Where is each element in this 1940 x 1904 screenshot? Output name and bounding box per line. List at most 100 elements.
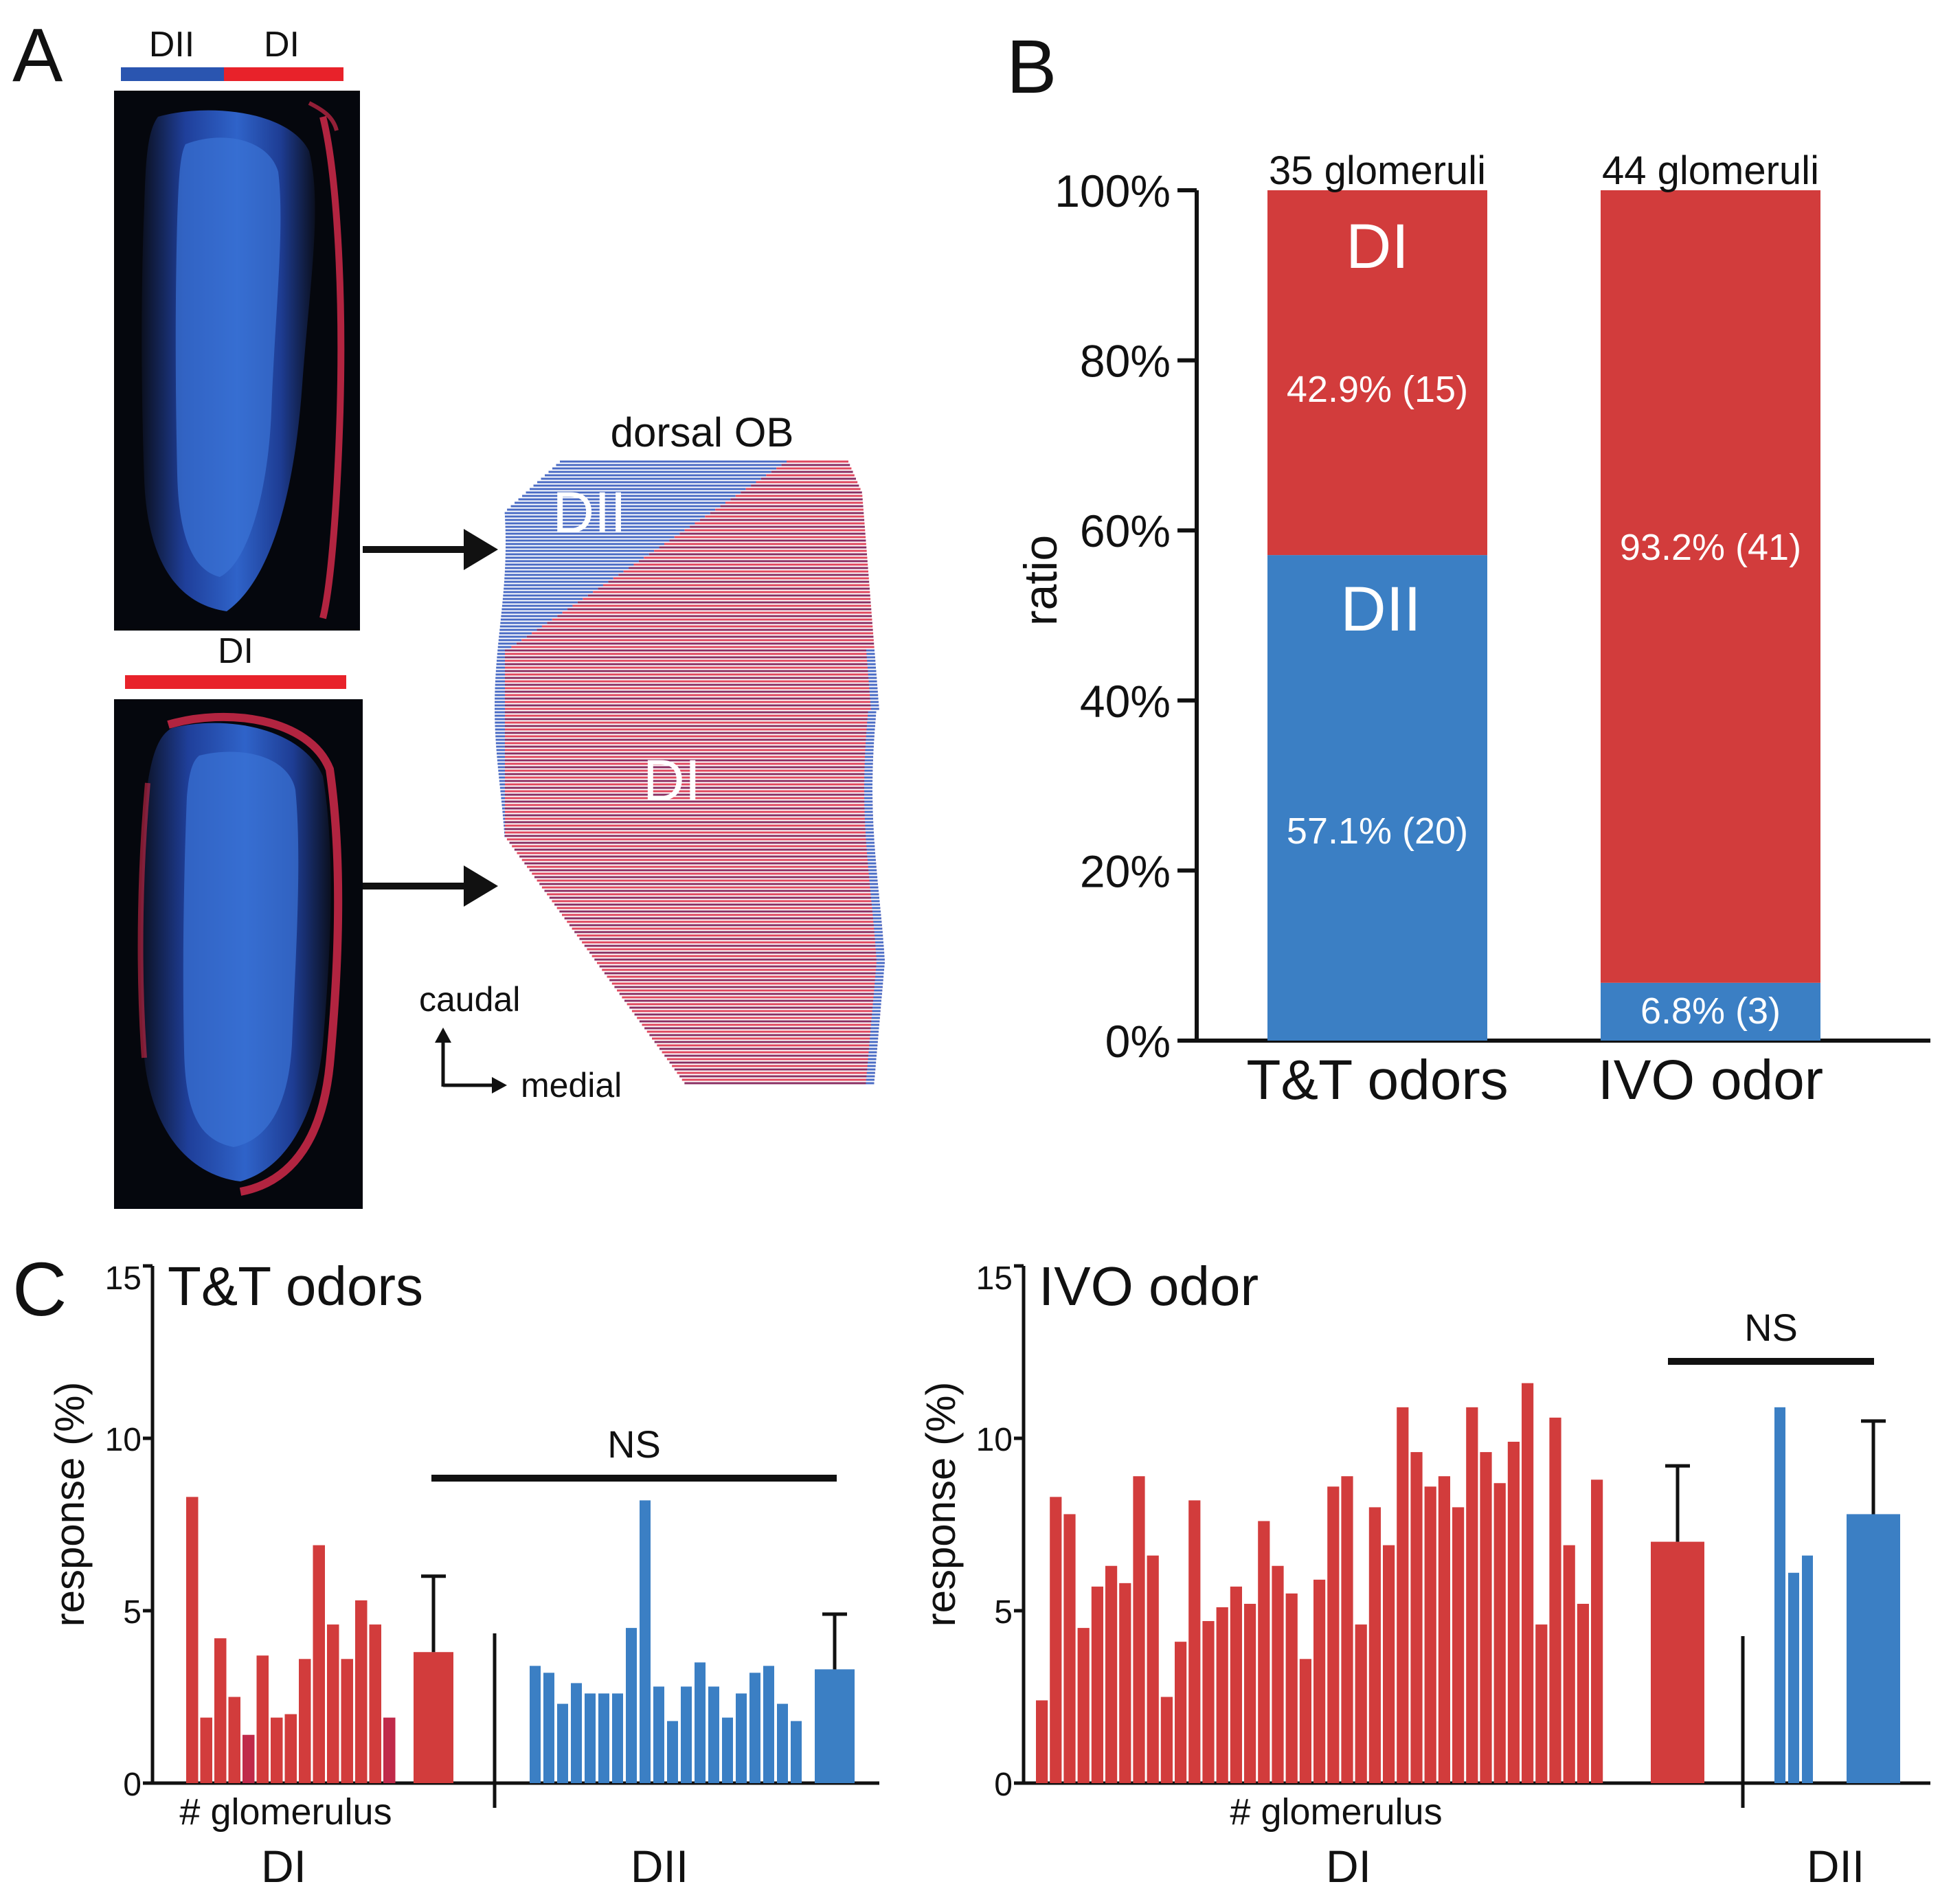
- axis-caudal: caudal: [419, 980, 520, 1019]
- significance-label: NS: [607, 1423, 661, 1466]
- y-tick-label: 60%: [1080, 506, 1171, 556]
- dii-glomerulus-bar: [1774, 1407, 1785, 1783]
- di-mean-bar: [414, 1652, 453, 1783]
- di-glomerulus-bar: [1299, 1659, 1311, 1783]
- y-axis-label: response (%): [47, 1382, 93, 1627]
- di-glomerulus-bar: [1175, 1642, 1187, 1783]
- di-glomerulus-bar: [1327, 1486, 1340, 1783]
- x-axis-label: # glomerulus: [1230, 1791, 1442, 1833]
- di-glomerulus-bar: [327, 1624, 339, 1783]
- di-glomerulus-bar: [1535, 1624, 1548, 1783]
- y-tick-label: 80%: [1080, 336, 1171, 387]
- di-glomerulus-bar: [256, 1655, 269, 1783]
- di-glomerulus-bar: [1188, 1500, 1201, 1783]
- di-glomerulus-bar: [1050, 1497, 1062, 1783]
- dii-glomerulus-bar: [763, 1666, 774, 1783]
- dii-glomerulus-bar: [695, 1662, 706, 1783]
- di-glomerulus-bar: [214, 1638, 227, 1783]
- di-mean-bar: [1651, 1541, 1704, 1783]
- di-glomerulus-bar: [200, 1717, 212, 1783]
- category-label: IVO odor: [1598, 1049, 1823, 1111]
- y-tick-label: 15: [976, 1260, 1013, 1297]
- segment-name-di: DI: [1346, 212, 1409, 282]
- dii-glomerulus-bar: [530, 1666, 541, 1783]
- y-tick-label: 5: [123, 1594, 142, 1631]
- di-glomerulus-bar: [284, 1714, 297, 1783]
- di-glomerulus-bar: [1077, 1628, 1090, 1783]
- di-glomerulus-bar: [341, 1659, 353, 1783]
- dii-glomerulus-bar: [681, 1686, 692, 1783]
- top-label: 35 glomeruli: [1269, 148, 1486, 193]
- significance-label: NS: [1744, 1306, 1798, 1349]
- dorsal-ob-map: [495, 460, 885, 1085]
- dii-mean-bar: [815, 1669, 855, 1783]
- di-glomerulus-bar: [1341, 1476, 1353, 1783]
- y-tick-label: 15: [105, 1260, 142, 1297]
- di-glomerulus-bar: [1230, 1586, 1242, 1783]
- di-glomerulus-bar: [1452, 1507, 1465, 1783]
- y-tick-label: 100%: [1054, 166, 1171, 216]
- chart-title: T&T odors: [168, 1256, 423, 1317]
- dii-glomerulus-bar: [1802, 1555, 1813, 1783]
- micrograph-bottom: [114, 699, 363, 1209]
- bar-chart-ivo-odor: 0 5 10 15 response (%) IVO odor NS # glomerulus…: [918, 1256, 1930, 1892]
- di-glomerulus-bar: [1272, 1565, 1284, 1783]
- di-glomerulus-bar: [1591, 1480, 1603, 1783]
- di-glomerulus-bar: [271, 1717, 283, 1783]
- di-glomerulus-bar: [1522, 1383, 1534, 1783]
- di-glomerulus-bar: [1313, 1579, 1326, 1783]
- panel-b-label: B: [1006, 25, 1057, 109]
- panel-a: A DII DI DI: [12, 13, 885, 1209]
- group-label-di: DI: [1326, 1841, 1371, 1892]
- di-glomerulus-bar: [1036, 1700, 1048, 1783]
- axis-medial: medial: [521, 1066, 622, 1104]
- group-label-dii: DII: [631, 1841, 688, 1892]
- dii-mean-bar: [1847, 1514, 1900, 1783]
- bar-chart-tt-odors: 0 5 10 15 response (%) T&T odors NS # glomerulu…: [47, 1256, 879, 1892]
- map-region-dii: DII: [552, 480, 626, 545]
- orientation-axes: [435, 1028, 507, 1093]
- di-zone-bar-top: [224, 67, 343, 81]
- category-label: T&T odors: [1246, 1049, 1508, 1111]
- di-glomerulus-bar: [228, 1697, 240, 1783]
- segment-name-dii: DII: [1340, 574, 1421, 644]
- dii-glomerulus-bar: [777, 1703, 788, 1783]
- di-glomerulus-bar: [1202, 1621, 1215, 1783]
- di-glomerulus-bar: [1285, 1593, 1298, 1783]
- y-tick-label: 5: [994, 1594, 1013, 1631]
- dii-glomerulus-bar: [667, 1721, 678, 1783]
- di-glomerulus-bar: [1383, 1545, 1395, 1783]
- panel-b: B 0% 20% 40% 60% 80% 100% ratio T&T odors 35 glo…: [1006, 25, 1930, 1111]
- group-label-di: DI: [261, 1841, 306, 1892]
- data-label-dii: 57.1% (20): [1287, 811, 1468, 852]
- dii-zone-bar: [121, 67, 224, 81]
- di-glomerulus-bar: [1160, 1697, 1173, 1783]
- di-glomerulus-bar: [1438, 1476, 1450, 1783]
- bar-label-di-bottom: DI: [218, 631, 253, 671]
- group-label-dii: DII: [1807, 1841, 1864, 1892]
- x-axis-label: # glomerulus: [179, 1791, 392, 1833]
- bar-segment-dii: [1601, 982, 1820, 1041]
- y-axis-label: response (%): [918, 1382, 964, 1627]
- dii-glomerulus-bar: [653, 1686, 664, 1783]
- di-glomerulus-bar: [1410, 1452, 1423, 1783]
- panel-c-label: C: [12, 1247, 67, 1332]
- di-glomerulus-bar: [1355, 1624, 1367, 1783]
- map-title: dorsal OB: [611, 409, 794, 455]
- di-glomerulus-bar: [1091, 1586, 1103, 1783]
- bar-segment-di: [1267, 190, 1487, 556]
- panel-a-label: A: [12, 13, 63, 98]
- dii-glomerulus-bar: [722, 1717, 733, 1783]
- di-glomerulus-bar: [1244, 1603, 1256, 1783]
- dii-glomerulus-bar: [791, 1721, 802, 1783]
- di-glomerulus-bar: [1397, 1407, 1409, 1783]
- dii-glomerulus-bar: [585, 1693, 596, 1783]
- di-glomerulus-bar: [1368, 1507, 1381, 1783]
- di-glomerulus-bar: [1216, 1607, 1228, 1783]
- di-glomerulus-bar: [313, 1545, 325, 1783]
- arrow-bottom: [363, 865, 498, 907]
- bar-segment-dii: [1267, 555, 1487, 1041]
- di-glomerulus-bar: [1424, 1486, 1436, 1783]
- bar-label-di-top: DI: [264, 25, 300, 65]
